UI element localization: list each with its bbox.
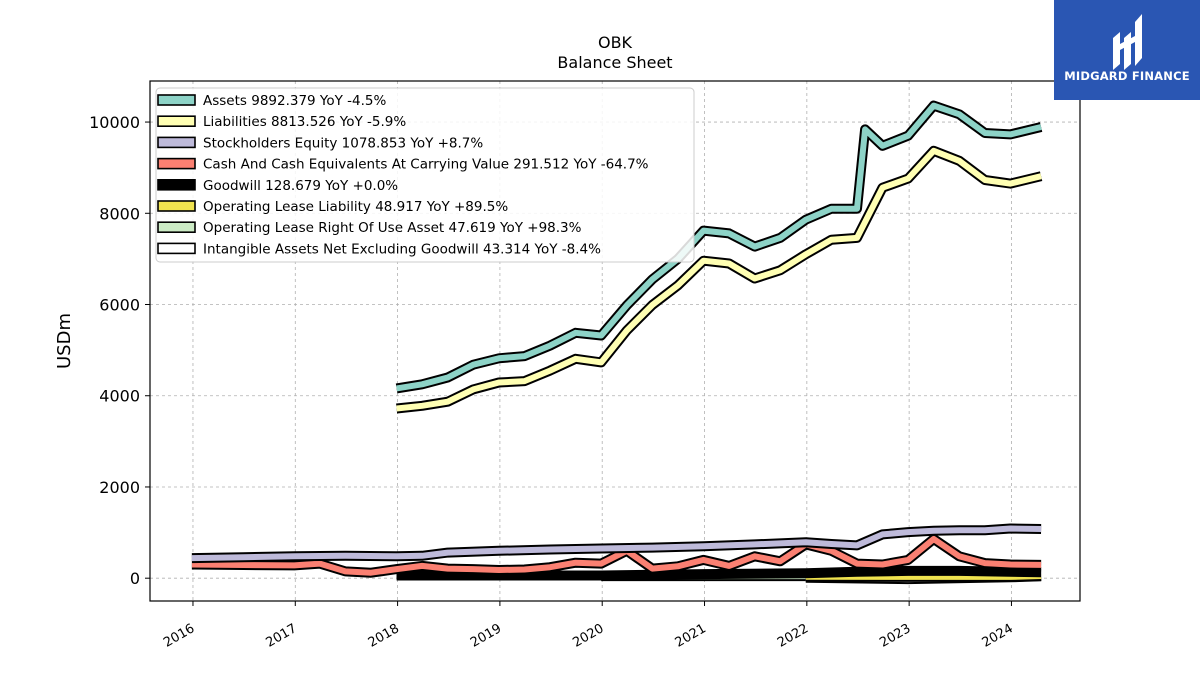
series-line-fill — [191, 525, 1042, 562]
legend-label: Goodwill 128.679 YoY +0.0% — [203, 178, 398, 194]
x-tick-label: 2020 — [570, 621, 606, 651]
y-tick-label: 2000 — [99, 478, 140, 497]
x-tick-label: 2021 — [673, 621, 709, 651]
series-line-fill — [191, 536, 1042, 576]
y-axis: 0 2000 4000 6000 8000 10000 — [89, 113, 150, 588]
legend-swatch — [157, 242, 196, 255]
y-tick-label: 0 — [130, 569, 140, 588]
legend-label: Intangible Assets Net Excluding Goodwill… — [203, 241, 601, 257]
x-tick-label: 2016 — [161, 621, 197, 651]
legend-label: Stockholders Equity 1078.853 YoY +8.7% — [203, 135, 483, 151]
legend-label: Liabilities 8813.526 YoY -5.9% — [203, 114, 406, 130]
chart-subtitle: Balance Sheet — [557, 53, 672, 72]
legend-swatch — [157, 200, 196, 212]
series-layer — [191, 100, 1043, 585]
series-line — [396, 565, 1042, 581]
y-axis-label: USDm — [54, 313, 75, 369]
legend-label: Operating Lease Liability 48.917 YoY +89… — [203, 199, 508, 215]
x-axis: 2016 2017 2018 2019 2020 2021 2022 2023 2024 — [161, 601, 1016, 651]
series-line-fill — [396, 147, 1042, 412]
y-tick-label: 8000 — [99, 204, 140, 223]
series-line — [396, 145, 1043, 414]
x-tick-label: 2017 — [263, 621, 299, 651]
series-line — [395, 100, 1043, 394]
y-tick-label: 10000 — [89, 113, 140, 132]
legend-swatch — [157, 115, 196, 127]
logo-text: MIDGARD FINANCE — [1064, 69, 1190, 83]
plot-area-frame — [149, 80, 1081, 602]
x-tick-label: 2022 — [775, 621, 811, 651]
x-tick-label: 2019 — [468, 621, 504, 651]
legend-label: Assets 9892.379 YoY -4.5% — [203, 93, 387, 109]
legend-swatch — [157, 136, 196, 149]
x-tick-label: 2023 — [877, 621, 913, 651]
logo-mark-icon — [1113, 14, 1142, 70]
y-tick-label: 6000 — [99, 296, 140, 315]
midgard-finance-logo: MIDGARD FINANCE — [1054, 0, 1200, 100]
legend-swatch — [157, 179, 196, 191]
series-line-fill — [396, 102, 1042, 392]
series-line — [191, 523, 1042, 564]
legend-label: Cash And Cash Equivalents At Carrying Va… — [203, 157, 649, 173]
legend: Assets 9892.379 YoY -4.5% Liabilities 881… — [155, 87, 695, 263]
y-tick-label: 4000 — [99, 387, 140, 406]
legend-swatch — [157, 157, 196, 170]
legend-swatch — [157, 221, 196, 233]
legend-box — [155, 87, 695, 263]
series-line — [191, 534, 1042, 578]
legend-swatch — [157, 94, 196, 106]
x-tick-label: 2024 — [980, 621, 1016, 651]
chart-title: OBK — [598, 33, 633, 52]
series-line-fill — [396, 567, 1042, 579]
x-tick-label: 2018 — [366, 621, 402, 651]
legend-label: Operating Lease Right Of Use Asset 47.61… — [203, 220, 582, 236]
